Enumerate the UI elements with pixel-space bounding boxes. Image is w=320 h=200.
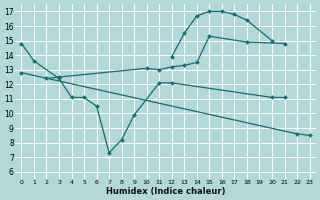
X-axis label: Humidex (Indice chaleur): Humidex (Indice chaleur) — [106, 187, 225, 196]
